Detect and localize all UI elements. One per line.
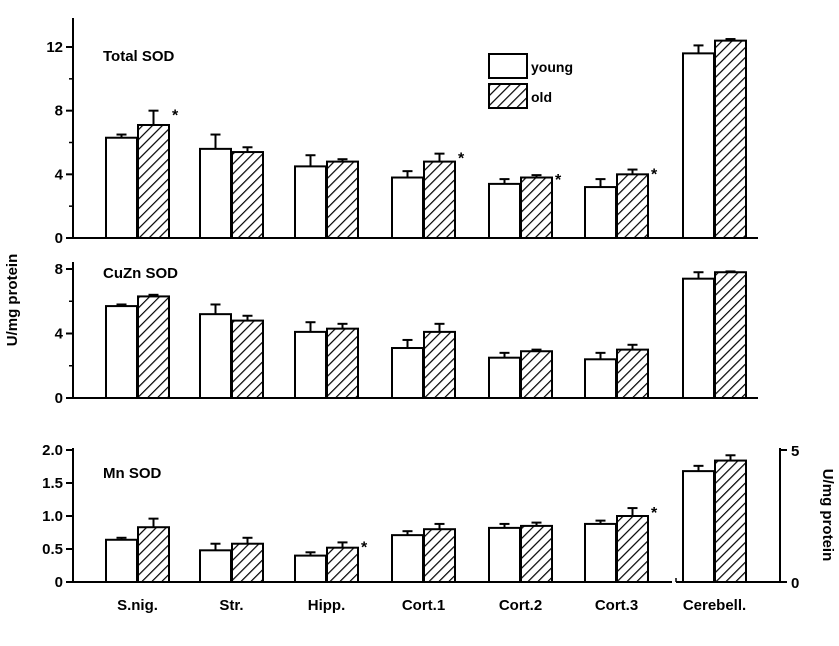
right-y-tick-label: 0 xyxy=(791,575,799,592)
x-category-label: Cerebell. xyxy=(683,597,746,614)
bar-old-cerebell xyxy=(714,459,747,583)
bar-old-cort3 xyxy=(616,348,649,399)
bar-young-snig xyxy=(105,538,138,584)
bar-old-cort3 xyxy=(616,515,649,583)
y-tick-label: 0 xyxy=(55,390,63,407)
bar-young-str xyxy=(199,313,232,399)
right-y-tick-label: 5 xyxy=(791,443,799,460)
bar-old-hipp xyxy=(326,546,359,583)
bar-young-cort2 xyxy=(488,526,521,584)
significance-marker: * xyxy=(651,167,658,184)
panel-title: CuZn SOD xyxy=(103,265,178,282)
y-tick-label: 12 xyxy=(46,39,63,56)
bar-young-str xyxy=(199,549,232,584)
y-tick-label: 4 xyxy=(55,326,64,343)
bar-young-cerebell xyxy=(682,277,715,399)
panel-2: 0 4 8 CuZn SOD xyxy=(55,261,758,407)
bar-old-str xyxy=(231,542,264,583)
right-y-axis-label: U/mg protein xyxy=(819,469,836,562)
bar-old-str xyxy=(231,319,264,400)
significance-marker: * xyxy=(458,151,465,168)
y-axis-label: U/mg protein xyxy=(4,254,21,347)
bar-young-str xyxy=(199,147,232,239)
bar-young-cerebell xyxy=(682,52,715,239)
bar-young-cort1 xyxy=(391,176,424,239)
x-category-label: Str. xyxy=(219,597,243,614)
y-tick-label: 1.5 xyxy=(42,475,63,492)
bar-old-cort1 xyxy=(423,330,456,400)
bar-young-cerebell xyxy=(682,470,715,583)
bar-old-snig xyxy=(137,123,170,239)
y-tick-label: 8 xyxy=(55,103,63,120)
bar-old-cerebell xyxy=(714,271,747,400)
x-category-label: Hipp. xyxy=(308,597,346,614)
significance-marker: * xyxy=(651,505,658,522)
y-tick-label: 0 xyxy=(55,230,63,247)
legend-label-old: old xyxy=(531,89,552,105)
bar-young-hipp xyxy=(294,165,327,239)
bar-young-snig xyxy=(105,305,138,399)
legend-label-young: young xyxy=(531,59,573,75)
panel-title: Total SOD xyxy=(103,48,175,65)
bar-old-cerebell xyxy=(714,39,747,240)
bar-old-hipp xyxy=(326,160,359,240)
legend-swatch-old xyxy=(488,83,528,109)
bar-old-cort2 xyxy=(520,350,553,399)
bar-old-cort3 xyxy=(616,173,649,239)
chart-root: 0 4 8 12 Total SOD * * * * 0 4 8 CuZn SOD 0 0.5 1.0 1.5 2… xyxy=(4,18,836,614)
panel-3: 0 0.5 1.0 1.5 2.0 Mn SOD 0 5 U/mg protein * * S.nig… xyxy=(42,442,836,614)
panel-1: 0 4 8 12 Total SOD * * * * xyxy=(46,18,758,247)
bar-young-hipp xyxy=(294,330,327,400)
bar-young-cort1 xyxy=(391,347,424,400)
y-tick-label: 0 xyxy=(55,574,63,591)
bar-old-cort1 xyxy=(423,160,456,240)
bar-old-cort2 xyxy=(520,176,553,239)
y-tick-label: 0.5 xyxy=(42,541,63,558)
x-category-label: S.nig. xyxy=(117,597,158,614)
x-category-label: Cort.1 xyxy=(402,597,445,614)
bar-young-cort3 xyxy=(584,358,617,399)
bar-old-cort2 xyxy=(520,524,553,584)
bar-old-snig xyxy=(137,295,170,400)
bar-old-hipp xyxy=(326,327,359,400)
bar-young-cort2 xyxy=(488,356,521,399)
significance-marker: * xyxy=(361,539,368,556)
significance-marker: * xyxy=(555,172,562,189)
legend-swatch-young xyxy=(488,53,528,79)
y-tick-label: 4 xyxy=(55,166,64,183)
panel-title: Mn SOD xyxy=(103,465,161,482)
bar-young-cort3 xyxy=(584,522,617,583)
bar-young-cort2 xyxy=(488,182,521,239)
bar-young-snig xyxy=(105,136,138,240)
legend: young old xyxy=(488,53,573,109)
y-tick-label: 8 xyxy=(55,261,63,278)
bar-young-cort3 xyxy=(584,186,617,239)
significance-marker: * xyxy=(172,108,179,125)
x-category-label: Cort.2 xyxy=(499,597,542,614)
y-tick-label: 2.0 xyxy=(42,442,63,459)
bar-young-hipp xyxy=(294,554,327,583)
x-category-label: Cort.3 xyxy=(595,597,638,614)
bar-old-str xyxy=(231,151,264,239)
bar-old-snig xyxy=(137,526,170,583)
y-tick-label: 1.0 xyxy=(42,508,63,525)
bar-young-cort1 xyxy=(391,534,424,584)
bar-old-cort1 xyxy=(423,528,456,584)
